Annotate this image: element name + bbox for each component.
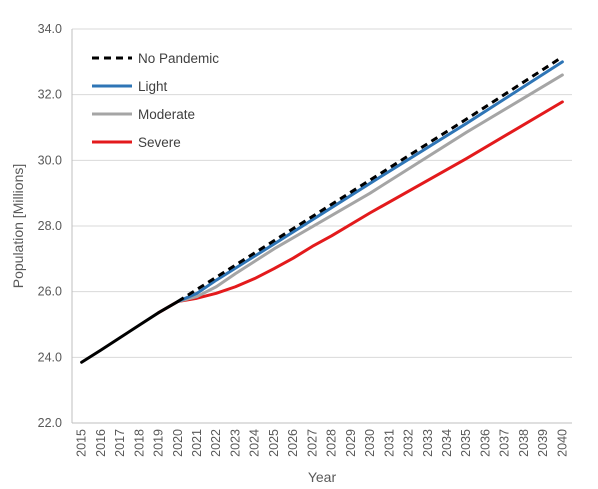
x-tick-label: 2033 [421,429,435,457]
series-line-severe [157,100,564,315]
legend: No Pandemic Light Moderate Severe [92,51,219,150]
x-tick-label: 2040 [555,429,569,457]
y-tick-label: 30.0 [38,153,62,167]
y-tick-label: 28.0 [38,219,62,233]
x-tick-label: 2030 [363,429,377,457]
axes [71,29,572,424]
y-tick-label: 34.0 [38,22,62,36]
legend-label-no-pandemic: No Pandemic [138,51,219,66]
x-tick-label: 2020 [171,429,185,457]
legend-label-severe: Severe [138,135,181,150]
legend-label-moderate: Moderate [138,107,195,122]
series-lines [80,55,564,364]
series-line-light [176,60,564,304]
x-tick-label: 2032 [402,429,416,457]
y-tick-labels: 22.0 24.0 26.0 28.0 30.0 32.0 34.0 [38,22,62,430]
x-tick-label: 2027 [305,429,319,457]
y-axis-title: Population [Millions] [10,164,26,289]
x-tick-labels: 2015 2016 2017 2018 2019 2020 2021 2022 2023 2024… [75,429,570,457]
y-tick-label: 22.0 [38,416,62,430]
x-tick-label: 2028 [325,429,339,457]
x-tick-label: 2023 [228,429,242,457]
y-tick-label: 32.0 [38,88,62,102]
x-tick-label: 2018 [132,429,146,457]
series-line-historical [80,300,180,364]
x-tick-label: 2022 [209,429,223,457]
x-tick-label: 2019 [152,429,166,457]
y-tick-label: 24.0 [38,350,62,364]
x-tick-label: 2021 [190,429,204,457]
x-tick-label: 2037 [498,429,512,457]
series-line-no-pandemic [176,55,564,303]
legend-label-light: Light [138,79,168,94]
x-tick-label: 2029 [344,429,358,457]
gridlines [72,28,572,358]
x-tick-label: 2025 [267,429,281,457]
x-tick-label: 2015 [75,429,89,457]
y-tick-label: 26.0 [38,285,62,299]
x-tick-label: 2034 [440,429,454,457]
x-tick-label: 2016 [94,429,108,457]
x-tick-label: 2038 [517,429,531,457]
x-tick-label: 2024 [248,429,262,457]
x-tick-label: 2035 [459,429,473,457]
x-tick-label: 2031 [382,429,396,457]
x-tick-label: 2017 [113,429,127,457]
x-tick-label: 2026 [286,429,300,457]
x-tick-label: 2036 [478,429,492,457]
x-axis-title: Year [308,469,337,485]
x-tick-label: 2039 [536,429,550,457]
series-line-moderate [176,73,564,304]
